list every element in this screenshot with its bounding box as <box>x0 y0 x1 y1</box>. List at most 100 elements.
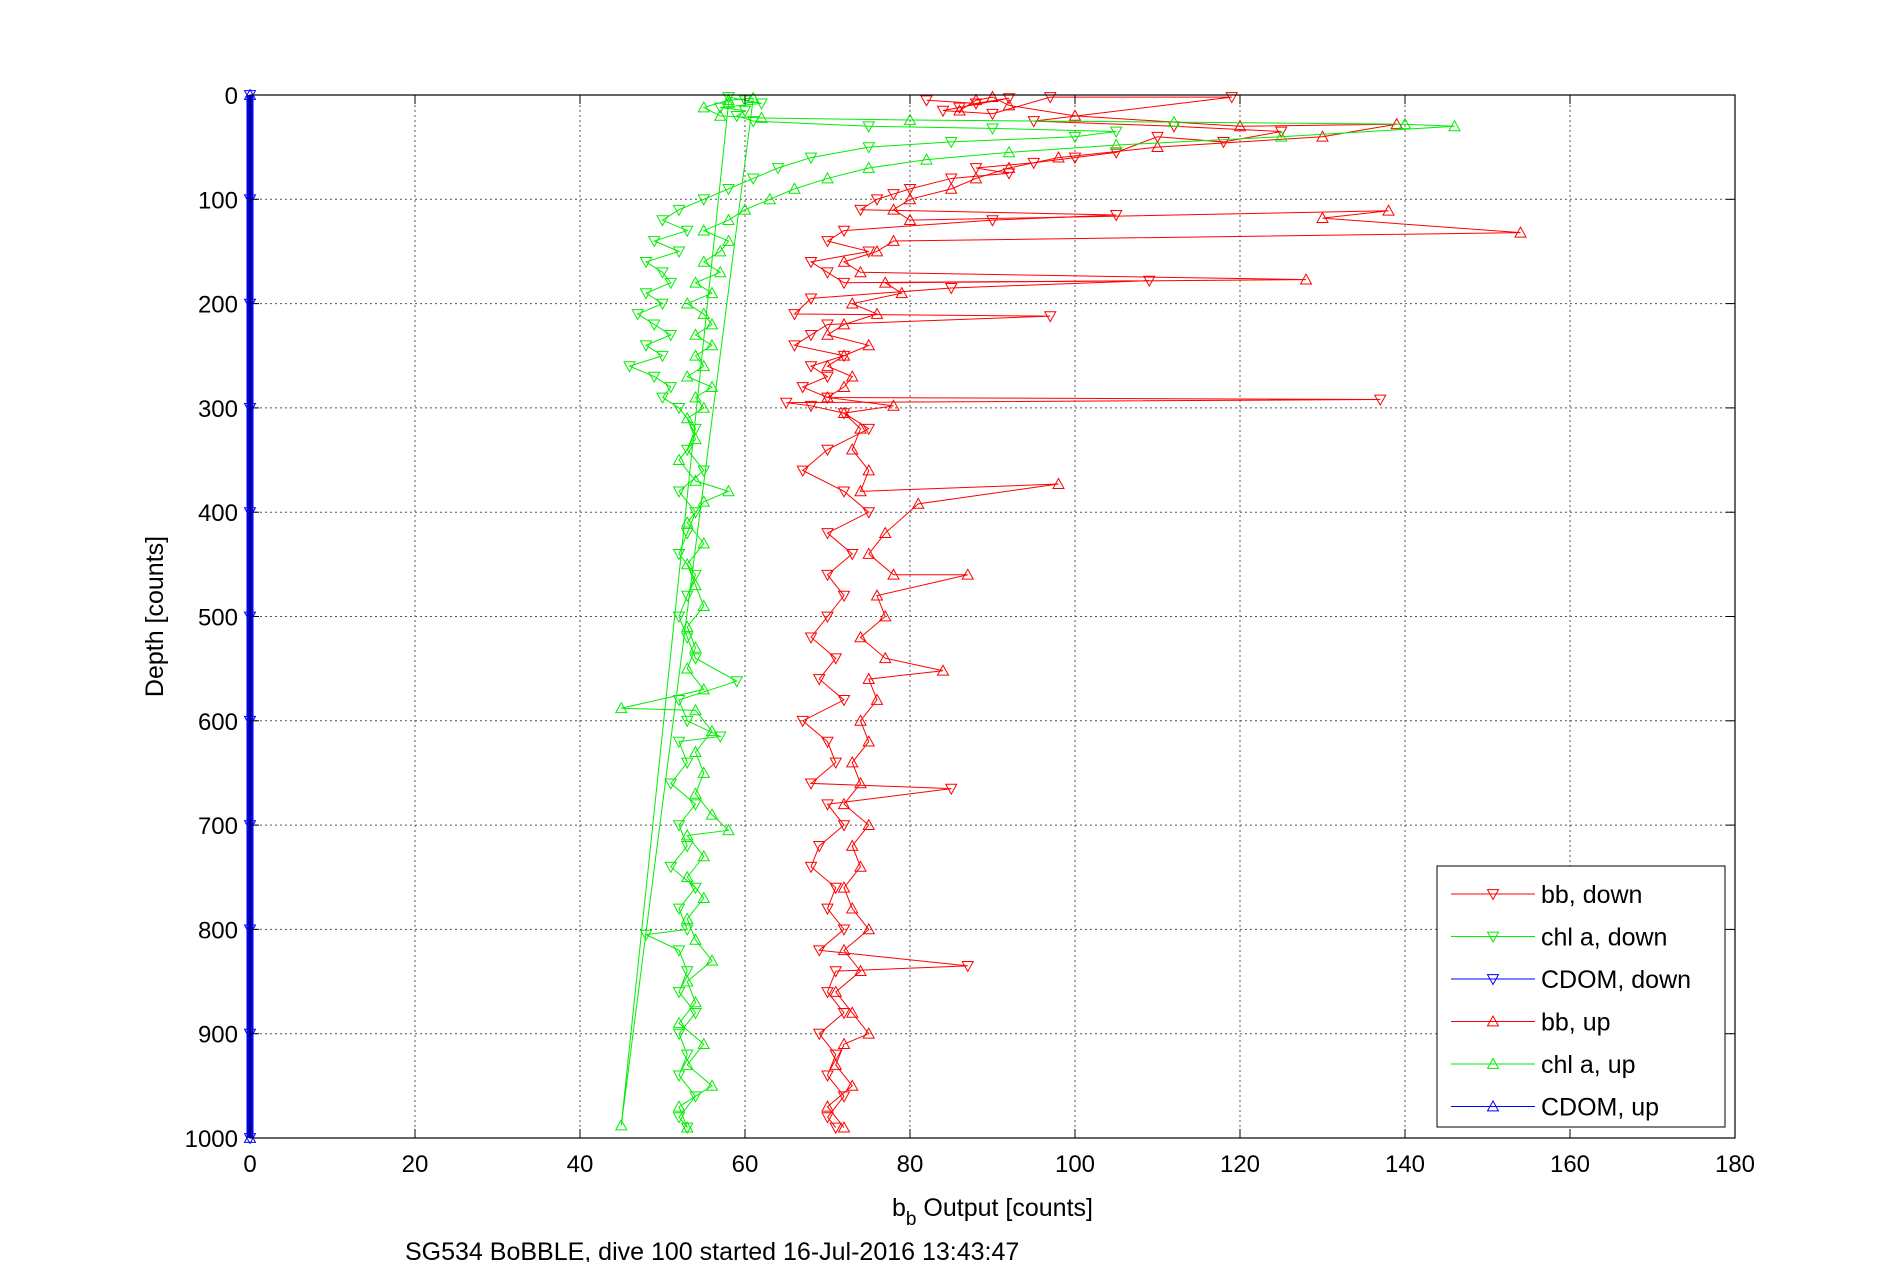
data-point <box>689 507 702 519</box>
data-point <box>837 317 851 330</box>
axis-tick-labels: 0 20 40 60 80 100 120 140 160 180 0 100 200 300 400 500… <box>185 83 1755 1178</box>
data-point <box>829 966 843 978</box>
data-point <box>920 95 933 107</box>
legend-label: chl a, down <box>1541 924 1667 952</box>
data-point <box>837 924 851 936</box>
y-tick-label: 0 <box>225 83 238 110</box>
data-point <box>862 922 876 935</box>
data-point <box>944 182 958 194</box>
data-point <box>887 234 900 246</box>
data-point <box>689 703 702 716</box>
data-point <box>697 194 711 206</box>
data-point <box>697 307 711 319</box>
data-point <box>969 93 983 106</box>
data-point <box>944 137 958 149</box>
data-point <box>689 933 702 945</box>
data-point <box>1109 147 1123 159</box>
data-point <box>845 755 859 768</box>
data-point <box>639 340 653 352</box>
data-point <box>870 244 884 257</box>
y-tick-label: 800 <box>198 917 238 944</box>
data-point <box>713 109 727 121</box>
dive-caption: SG534 BoBBLE, dive 100 started 16-Jul-20… <box>405 1238 1019 1262</box>
data-point <box>837 1007 851 1020</box>
data-point <box>961 568 975 580</box>
data-point <box>672 1070 686 1082</box>
data-point <box>680 912 694 924</box>
data-point <box>680 829 694 841</box>
data-point <box>829 1049 843 1062</box>
data-point <box>1043 311 1057 323</box>
data-point <box>845 1079 859 1091</box>
legend-entry: bb, down <box>1451 881 1642 909</box>
data-point <box>837 277 851 290</box>
data-point <box>664 382 678 394</box>
data-point <box>705 1079 719 1091</box>
data-point <box>870 589 884 601</box>
data-point <box>1398 117 1412 130</box>
data-point <box>953 102 966 115</box>
data-point <box>771 163 785 175</box>
data-point <box>911 497 925 509</box>
data-point <box>664 861 678 874</box>
legend-box <box>1436 865 1726 1128</box>
data-point <box>697 100 711 113</box>
data-point <box>821 903 834 916</box>
data-point <box>755 111 768 123</box>
data-point <box>779 397 793 410</box>
data-point <box>680 528 694 540</box>
data-point <box>837 1121 851 1133</box>
data-point <box>812 674 826 686</box>
data-point <box>796 715 810 728</box>
data-point <box>829 882 843 895</box>
data-point <box>936 664 950 676</box>
data-point <box>680 1122 694 1135</box>
legend-entry: CDOM, up <box>1451 1094 1659 1122</box>
data-point <box>697 766 711 778</box>
data-point <box>837 225 851 238</box>
data-point <box>845 902 859 914</box>
data-point <box>812 1028 826 1041</box>
data-point <box>854 265 867 278</box>
data-point <box>821 390 834 403</box>
data-point <box>1043 92 1057 104</box>
data-point <box>680 924 694 936</box>
data-point <box>689 653 702 665</box>
data-point <box>680 841 694 853</box>
data-point <box>672 1016 686 1029</box>
data-point <box>821 569 834 582</box>
data-point <box>697 682 711 695</box>
data-point <box>854 860 867 872</box>
data-point <box>845 549 859 561</box>
data-point <box>631 309 645 321</box>
data-point <box>1109 210 1123 222</box>
data-point <box>821 371 834 384</box>
data-point <box>1233 119 1247 132</box>
series-line <box>786 96 1381 1128</box>
legend-label: CDOM, down <box>1541 966 1691 994</box>
data-point <box>845 443 859 455</box>
x-tick-label: 40 <box>567 1151 594 1178</box>
data-point <box>887 203 900 215</box>
data-point <box>862 121 876 133</box>
data-point <box>1068 152 1082 165</box>
data-point <box>1109 138 1123 150</box>
legend-marker <box>1486 889 1500 901</box>
data-point <box>821 611 834 624</box>
data-point <box>722 484 735 497</box>
data-point <box>796 382 810 394</box>
data-point <box>837 695 851 707</box>
data-point <box>672 987 686 999</box>
x-axis-label-main: b <box>892 1194 906 1222</box>
data-point <box>705 338 719 351</box>
y-tick-label: 700 <box>198 813 238 840</box>
data-point <box>614 1118 628 1131</box>
data-point <box>870 307 884 319</box>
data-point <box>829 1122 843 1135</box>
data-point <box>1274 126 1288 139</box>
data-point <box>821 528 834 540</box>
data-point <box>697 465 711 478</box>
data-point <box>986 108 999 121</box>
data-point <box>862 547 876 559</box>
data-point <box>837 1091 851 1103</box>
